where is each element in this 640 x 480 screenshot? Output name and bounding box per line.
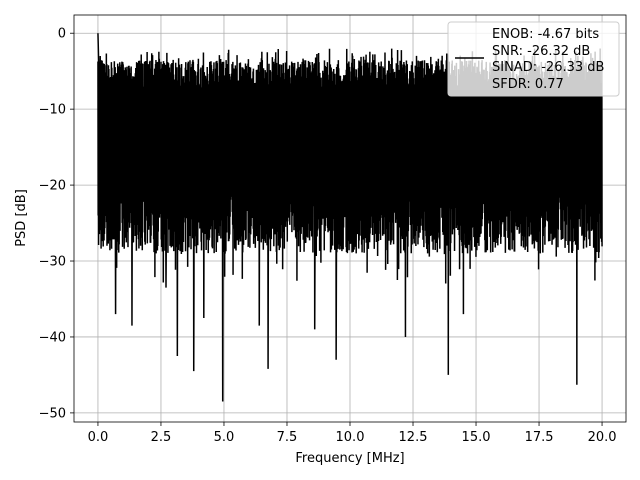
x-tick-label: 2.5 (151, 430, 172, 445)
y-axis-label: PSD [dB] (14, 189, 29, 247)
x-tick-label: 10.0 (336, 430, 365, 445)
legend-box (447, 21, 620, 97)
y-tick-label: −30 (39, 255, 66, 270)
x-tick-label: 12.5 (399, 430, 428, 445)
x-tick-label: 17.5 (525, 430, 554, 445)
y-tick-label: −20 (39, 179, 66, 194)
y-tick-label: −50 (39, 406, 66, 421)
x-tick-label: 7.5 (277, 430, 298, 445)
x-tick-label: 20.0 (588, 430, 617, 445)
y-tick-label: 0 (58, 27, 66, 42)
x-tick-label: 5.0 (214, 430, 235, 445)
legend: ENOB: -4.67 bits SNR: -26.32 dB SINAD: -… (447, 21, 620, 97)
y-tick-label: −10 (39, 103, 66, 118)
y-axis: 0 −10 −20 −30 −40 −50 (39, 27, 74, 421)
x-axis-label: Frequency [MHz] (295, 451, 404, 466)
legend-sfdr: SFDR: 0.77 (492, 77, 564, 92)
psd-series-line (97, 33, 603, 402)
legend-sinad: SINAD: -26.33 dB (492, 60, 604, 75)
y-tick-label: −40 (39, 330, 66, 345)
x-tick-label: 0.0 (88, 430, 109, 445)
x-axis: 0.0 2.5 5.0 7.5 10.0 12.5 15.0 17.5 20.0 (88, 422, 617, 445)
legend-snr: SNR: -26.32 dB (492, 44, 590, 59)
legend-enob: ENOB: -4.67 bits (492, 27, 599, 42)
x-tick-label: 15.0 (462, 430, 491, 445)
plot-area (97, 33, 603, 402)
